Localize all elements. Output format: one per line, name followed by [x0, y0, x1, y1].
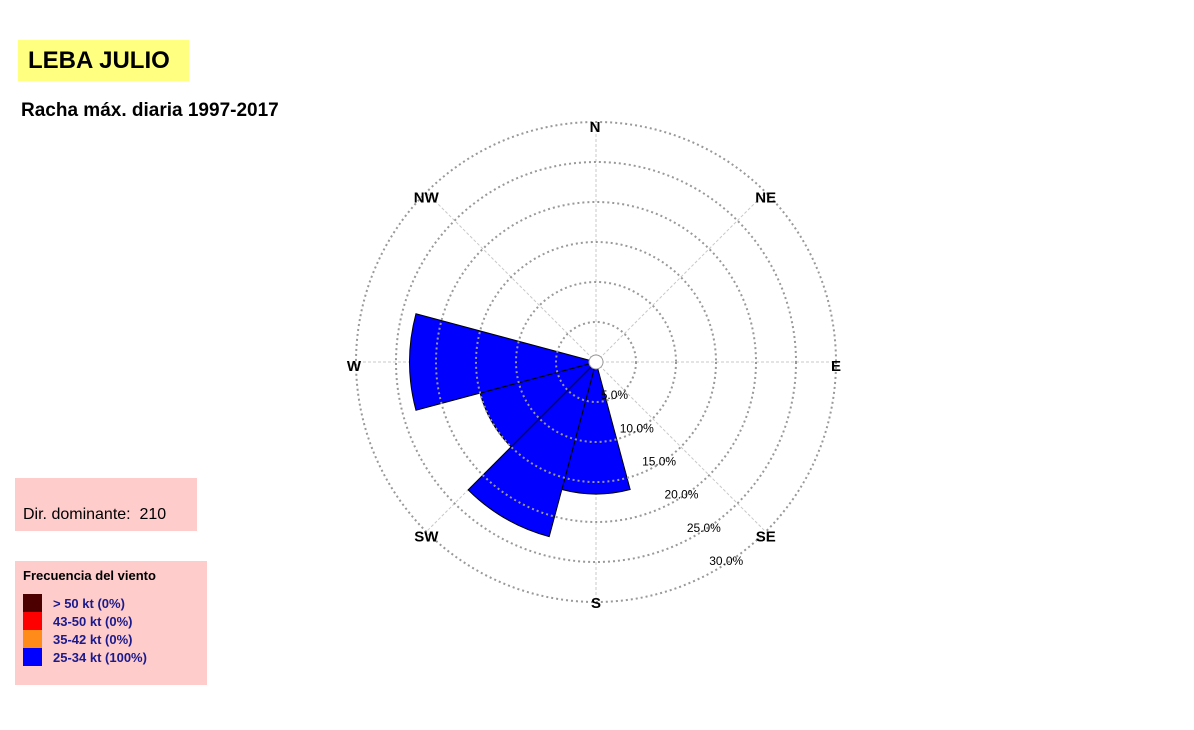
direction-label: NW	[414, 189, 440, 206]
direction-label: SE	[756, 529, 776, 546]
ring-label: 10.0%	[620, 421, 654, 435]
legend-item: 25-34 kt (100%)	[23, 648, 207, 666]
direction-label: NE	[755, 189, 776, 206]
legend-title: Frecuencia del viento	[23, 568, 156, 583]
grid-ring	[555, 321, 637, 403]
legend-item-label: 35-42 kt (0%)	[53, 631, 133, 647]
chart-title: LEBA JULIO	[28, 46, 170, 74]
center-circle	[588, 354, 604, 370]
direction-label: W	[347, 358, 362, 375]
legend-item: 43-50 kt (0%)	[23, 612, 207, 630]
legend-swatch	[23, 594, 42, 612]
ring-label: 15.0%	[642, 454, 676, 468]
legend-item-label: > 50 kt (0%)	[53, 595, 125, 611]
grid-ring	[355, 121, 837, 603]
ring-label: 20.0%	[664, 488, 698, 502]
ring-label: 5.0%	[601, 388, 629, 402]
direction-label: S	[591, 595, 601, 612]
dominant-direction-value: 210	[139, 506, 167, 523]
ring-label: 25.0%	[687, 521, 721, 535]
legend-item: > 50 kt (0%)	[23, 594, 207, 612]
title-box: LEBA JULIO	[18, 40, 189, 81]
legend-item: 35-42 kt (0%)	[23, 630, 207, 648]
ring-label: 30.0%	[709, 554, 743, 568]
chart-subtitle: Racha máx. diaria 1997-2017	[21, 100, 279, 121]
legend-item-label: 43-50 kt (0%)	[53, 613, 133, 629]
grid-spoke	[595, 191, 767, 363]
grid-ring	[395, 161, 797, 563]
legend-swatch	[23, 612, 42, 630]
legend: Frecuencia del viento > 50 kt (0%) 43-50…	[15, 561, 207, 685]
wind-sector	[467, 360, 597, 538]
grid-ring	[515, 281, 677, 443]
legend-item-label: 25-34 kt (100%)	[53, 649, 147, 665]
direction-label: E	[831, 358, 841, 375]
grid-ring	[435, 201, 757, 523]
grid-ring	[475, 241, 717, 483]
dominant-direction-label: Dir. dominante:	[23, 506, 131, 523]
legend-swatch	[23, 648, 42, 666]
legend-swatch	[23, 630, 42, 648]
dominant-direction-box: Dir. dominante: 210	[15, 478, 197, 531]
direction-label: N	[590, 119, 601, 136]
wind-sector	[409, 313, 598, 411]
direction-label: SW	[414, 529, 439, 546]
